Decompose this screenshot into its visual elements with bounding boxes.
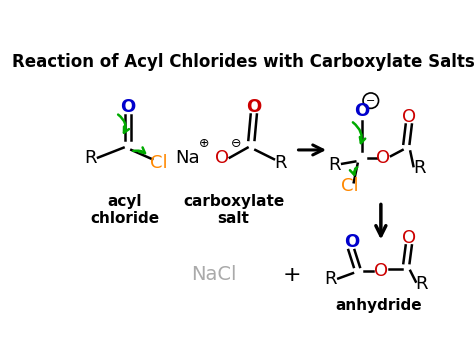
Text: O: O: [376, 149, 390, 167]
Text: O: O: [120, 98, 135, 116]
Text: O: O: [401, 108, 416, 126]
Text: ⊖: ⊖: [231, 137, 241, 150]
Text: Reaction of Acyl Chlorides with Carboxylate Salts: Reaction of Acyl Chlorides with Carboxyl…: [11, 53, 474, 71]
Text: anhydride: anhydride: [335, 298, 422, 313]
Text: R: R: [413, 159, 426, 177]
Text: R: R: [416, 275, 428, 293]
Text: R: R: [328, 157, 341, 174]
Text: Cl: Cl: [150, 154, 167, 172]
Text: Na: Na: [175, 149, 200, 167]
Text: NaCl: NaCl: [191, 265, 237, 284]
Text: R: R: [84, 149, 97, 167]
Text: O: O: [246, 98, 261, 116]
Text: R: R: [324, 269, 337, 288]
Text: O: O: [354, 102, 369, 120]
Text: −: −: [366, 96, 375, 106]
Text: Cl: Cl: [341, 177, 359, 195]
Text: +: +: [283, 265, 301, 285]
Text: O: O: [374, 262, 388, 280]
Text: O: O: [215, 149, 229, 167]
Text: O: O: [344, 233, 359, 251]
Text: ⊕: ⊕: [199, 137, 210, 150]
Text: R: R: [274, 154, 286, 172]
Text: carboxylate
salt: carboxylate salt: [183, 194, 284, 226]
Text: acyl
chloride: acyl chloride: [91, 194, 160, 226]
Text: O: O: [401, 229, 416, 247]
